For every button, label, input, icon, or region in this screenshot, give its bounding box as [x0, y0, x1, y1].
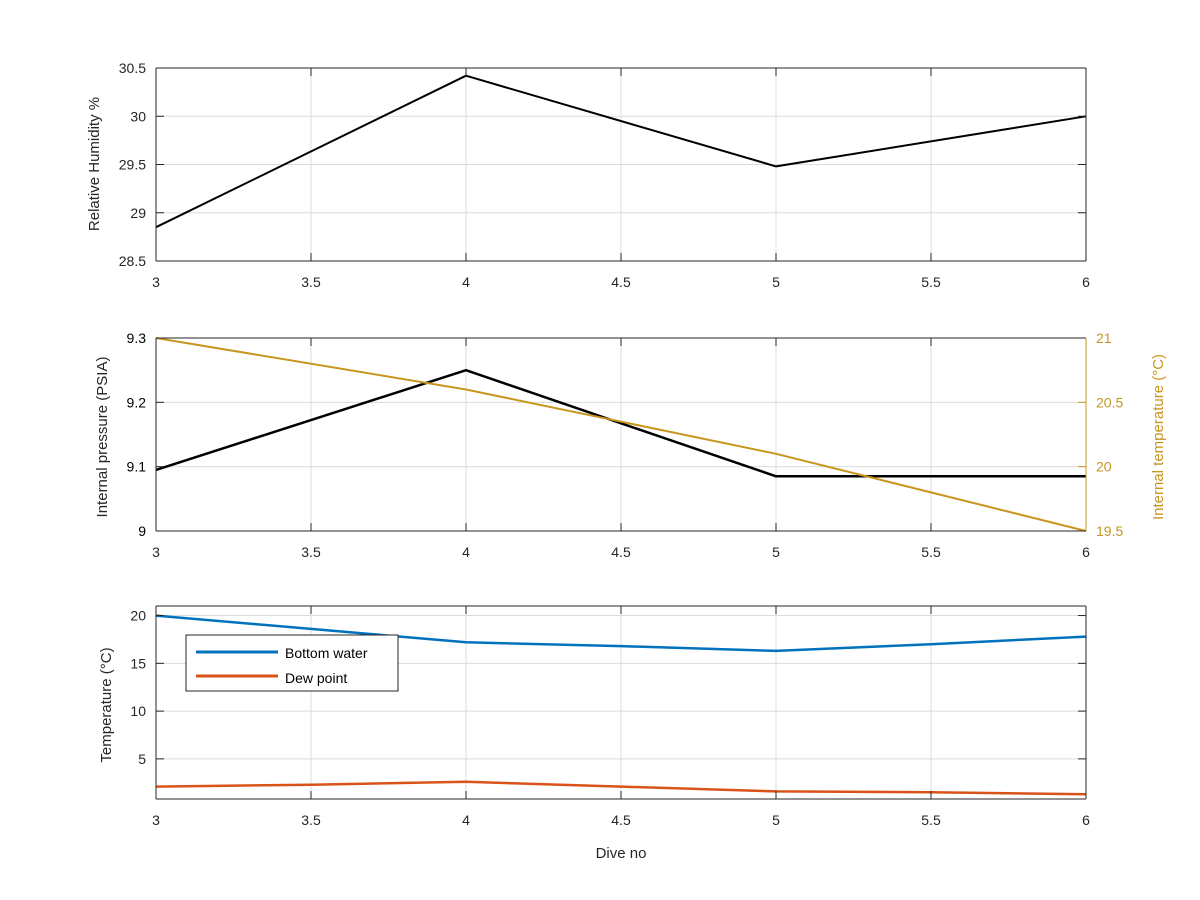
x-tick-label: 3.5: [301, 812, 321, 828]
legend-label-dew-point: Dew point: [285, 670, 347, 686]
y-tick-label: 9.3: [127, 330, 147, 346]
internal-temperature-line: [155, 337, 1087, 532]
y-tick-label: 9: [138, 523, 146, 539]
x-tick-label: 4.5: [611, 544, 631, 560]
temperature-y-axis-label: Temperature (°C): [98, 647, 115, 762]
temperature-panel: 3 3.5 4 4.5 5 5.5 6 5 10 15 20 Temperature (°C) D…: [98, 605, 1090, 862]
x-tick-label: 4: [462, 274, 470, 290]
right-y-tick-label: 21: [1096, 330, 1112, 346]
internal-pressure-line: [155, 368, 1086, 478]
pressure-x-ticks: 3 3.5 4 4.5 5 5.5 6: [152, 544, 1090, 560]
y-tick-label: 29: [130, 205, 146, 221]
x-tick-label: 3: [152, 544, 160, 560]
humidity-series: [155, 74, 1087, 229]
pressure-y-axis-label: Internal pressure (PSIA): [94, 357, 111, 518]
internal-temperature-y-ticks: 19.5 20 20.5 21: [1096, 330, 1123, 539]
x-tick-label: 5: [772, 812, 780, 828]
legend-box: [185, 634, 399, 692]
humidity-y-axis-label: Relative Humidity %: [86, 97, 103, 231]
right-y-tick-label: 20.5: [1096, 394, 1123, 410]
y-tick-label: 29.5: [119, 157, 146, 173]
humidity-panel: 3 3.5 4 4.5 5 5.5 6 28.5 29 29.5 30 30.5 Relative …: [86, 60, 1090, 290]
pressure-temperature-panel: 3 3.5 4 4.5 5 5.5 6 9 9.1 9.2 9.3 19.5 20 20.5 21 In…: [94, 330, 1167, 560]
y-tick-label: 9.1: [127, 459, 147, 475]
x-tick-label: 5.5: [921, 544, 941, 560]
y-tick-label: 10: [130, 703, 146, 719]
x-tick-label: 6: [1082, 274, 1090, 290]
humidity-line: [155, 74, 1087, 229]
humidity-axes-frame: [155, 67, 1087, 262]
y-tick-label: 5: [138, 751, 146, 767]
pressure-y-ticks: 9 9.1 9.2 9.3: [127, 330, 147, 539]
x-tick-label: 4.5: [611, 274, 631, 290]
y-tick-label: 9.2: [127, 394, 147, 410]
x-axis-label: Dive no: [596, 845, 647, 862]
y-tick-label: 30.5: [119, 60, 146, 76]
temperature-x-ticks: 3 3.5 4 4.5 5 5.5 6: [152, 812, 1090, 828]
temperature-y-ticks: 5 10 15 20: [130, 608, 146, 767]
x-tick-label: 6: [1082, 812, 1090, 828]
x-tick-label: 3: [152, 812, 160, 828]
pressure-axes-frame: [155, 337, 1087, 532]
humidity-x-ticks: 3 3.5 4 4.5 5 5.5 6: [152, 274, 1090, 290]
bottom-water-line: [155, 614, 1087, 653]
y-tick-label: 15: [130, 655, 146, 671]
x-tick-label: 5.5: [921, 812, 941, 828]
y-tick-label: 20: [130, 608, 146, 624]
x-tick-label: 4: [462, 812, 470, 828]
pressure-series: [155, 337, 1087, 532]
internal-temperature-y-axis-label: Internal temperature (°C): [1150, 354, 1167, 520]
y-tick-label: 30: [130, 108, 146, 124]
legend: Bottom water Dew point: [185, 634, 399, 692]
x-tick-label: 5.5: [921, 274, 941, 290]
temperature-axes-frame: [155, 605, 1087, 800]
humidity-y-ticks: 28.5 29 29.5 30 30.5: [119, 60, 146, 269]
x-tick-label: 5: [772, 274, 780, 290]
right-y-tick-label: 20: [1096, 459, 1112, 475]
x-tick-label: 5: [772, 544, 780, 560]
y-tick-label: 28.5: [119, 253, 146, 269]
x-tick-label: 4.5: [611, 812, 631, 828]
legend-label-bottom-water: Bottom water: [285, 645, 368, 661]
x-tick-label: 6: [1082, 544, 1090, 560]
x-tick-label: 3: [152, 274, 160, 290]
x-tick-label: 3.5: [301, 544, 321, 560]
x-tick-label: 4: [462, 544, 470, 560]
right-y-tick-label: 19.5: [1096, 523, 1123, 539]
x-tick-label: 3.5: [301, 274, 321, 290]
